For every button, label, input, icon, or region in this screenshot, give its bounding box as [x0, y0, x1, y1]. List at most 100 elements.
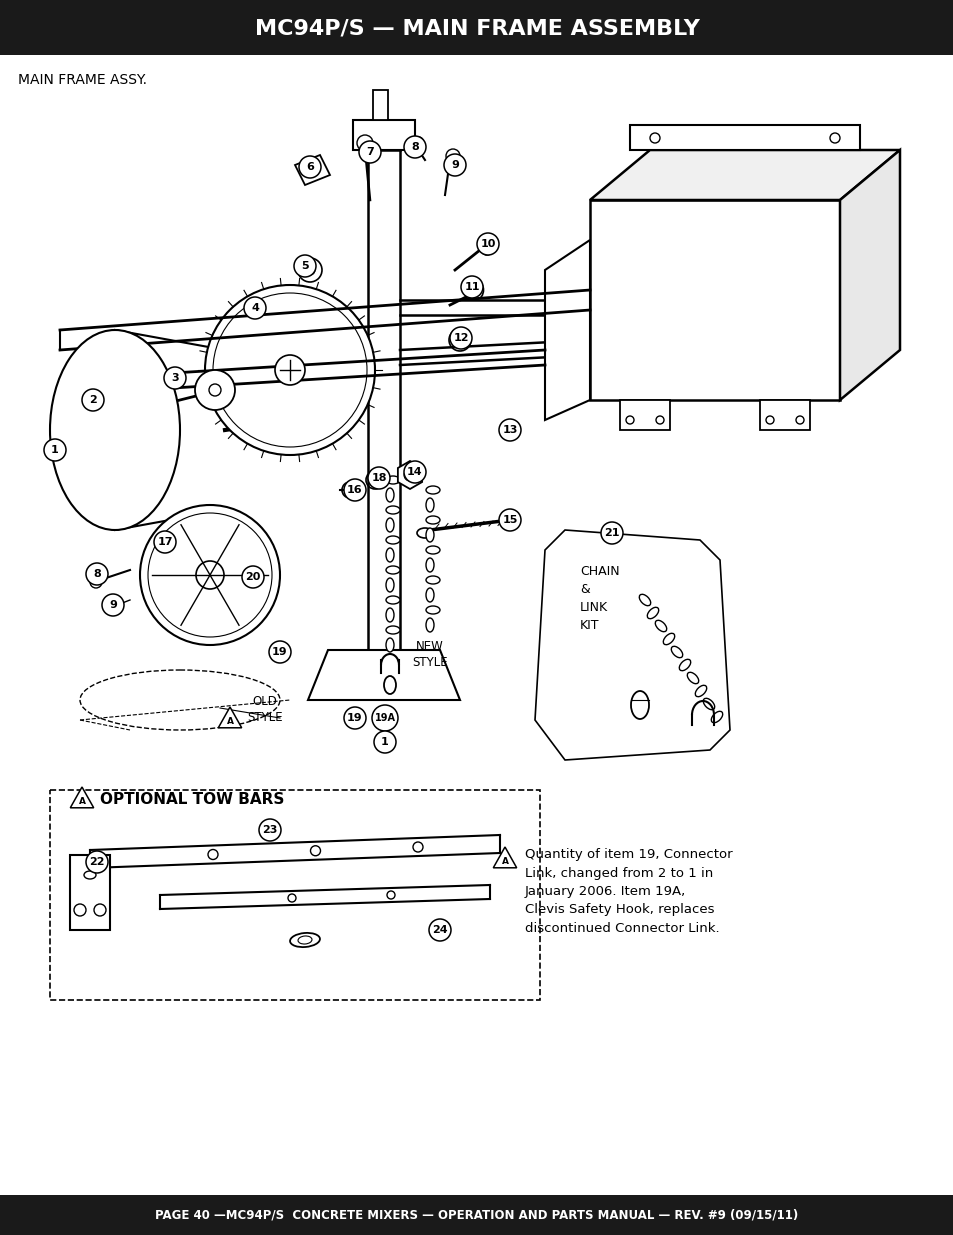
- Circle shape: [344, 479, 366, 501]
- Ellipse shape: [386, 506, 399, 514]
- Polygon shape: [629, 125, 859, 149]
- Circle shape: [446, 149, 459, 163]
- Ellipse shape: [695, 685, 706, 697]
- Text: 8: 8: [411, 142, 418, 152]
- Circle shape: [372, 705, 397, 731]
- Ellipse shape: [671, 646, 682, 658]
- Ellipse shape: [386, 578, 394, 592]
- Ellipse shape: [686, 672, 698, 684]
- Circle shape: [194, 370, 234, 410]
- Circle shape: [460, 275, 482, 298]
- Bar: [353, 120, 415, 149]
- Circle shape: [387, 890, 395, 899]
- Text: OLD
STYLE: OLD STYLE: [247, 695, 282, 724]
- Text: OPTIONAL TOW BARS: OPTIONAL TOW BARS: [100, 793, 284, 808]
- Text: 5: 5: [301, 261, 309, 270]
- Circle shape: [164, 367, 186, 389]
- Polygon shape: [535, 530, 729, 760]
- Text: 19: 19: [347, 713, 362, 722]
- Ellipse shape: [426, 558, 434, 572]
- Circle shape: [258, 819, 281, 841]
- Circle shape: [205, 285, 375, 454]
- Ellipse shape: [702, 698, 714, 710]
- Text: 19A: 19A: [375, 713, 395, 722]
- Circle shape: [476, 233, 498, 254]
- Ellipse shape: [426, 546, 439, 555]
- Text: 14: 14: [407, 467, 422, 477]
- Ellipse shape: [426, 516, 439, 524]
- Text: MAIN FRAME ASSY.: MAIN FRAME ASSY.: [18, 73, 147, 86]
- Text: 23: 23: [262, 825, 277, 835]
- Ellipse shape: [84, 871, 96, 879]
- Polygon shape: [840, 149, 899, 400]
- Text: 1: 1: [381, 737, 389, 747]
- Text: A: A: [78, 797, 86, 805]
- Ellipse shape: [386, 517, 394, 532]
- Polygon shape: [218, 706, 241, 727]
- Circle shape: [44, 438, 66, 461]
- Ellipse shape: [386, 536, 399, 543]
- Text: 24: 24: [432, 925, 447, 935]
- Ellipse shape: [386, 475, 399, 484]
- Circle shape: [148, 400, 162, 414]
- Ellipse shape: [386, 626, 399, 634]
- Text: A: A: [226, 716, 233, 726]
- Polygon shape: [308, 650, 459, 700]
- Text: 9: 9: [109, 600, 117, 610]
- Circle shape: [358, 141, 380, 163]
- Text: 8: 8: [93, 569, 101, 579]
- Bar: [373, 90, 388, 120]
- Ellipse shape: [386, 597, 399, 604]
- Ellipse shape: [426, 618, 434, 632]
- Ellipse shape: [297, 936, 312, 944]
- Text: NEW
STYLE: NEW STYLE: [412, 640, 447, 669]
- Ellipse shape: [662, 634, 674, 645]
- Ellipse shape: [386, 548, 394, 562]
- Text: 18: 18: [371, 473, 386, 483]
- Ellipse shape: [470, 282, 483, 299]
- Circle shape: [153, 531, 175, 553]
- Circle shape: [429, 919, 451, 941]
- Text: 6: 6: [306, 162, 314, 172]
- Circle shape: [403, 136, 426, 158]
- Ellipse shape: [80, 671, 280, 730]
- Circle shape: [456, 336, 463, 345]
- Circle shape: [86, 851, 108, 873]
- Text: A: A: [501, 857, 508, 866]
- Circle shape: [297, 258, 322, 282]
- Circle shape: [90, 576, 102, 588]
- Circle shape: [443, 154, 465, 177]
- Ellipse shape: [647, 608, 658, 619]
- Ellipse shape: [679, 659, 690, 671]
- Ellipse shape: [386, 638, 394, 652]
- Circle shape: [213, 293, 367, 447]
- Text: 13: 13: [502, 425, 517, 435]
- Ellipse shape: [386, 566, 399, 574]
- Text: 15: 15: [502, 515, 517, 525]
- Text: 11: 11: [464, 282, 479, 291]
- Circle shape: [366, 471, 384, 489]
- FancyBboxPatch shape: [50, 790, 539, 1000]
- Text: 20: 20: [245, 572, 260, 582]
- Bar: [0, 0, 953, 56]
- Circle shape: [356, 135, 373, 151]
- Circle shape: [625, 416, 634, 424]
- Ellipse shape: [630, 692, 648, 719]
- Text: PAGE 40 —MC94P/S  CONCRETE MIXERS — OPERATION AND PARTS MANUAL — REV. #9 (09/15/: PAGE 40 —MC94P/S CONCRETE MIXERS — OPERA…: [155, 1209, 798, 1221]
- Ellipse shape: [386, 488, 394, 501]
- Circle shape: [269, 641, 291, 663]
- Ellipse shape: [639, 594, 650, 605]
- Circle shape: [368, 467, 390, 489]
- Circle shape: [244, 296, 266, 319]
- Circle shape: [82, 389, 104, 411]
- Text: MC94P/S — MAIN FRAME ASSEMBLY: MC94P/S — MAIN FRAME ASSEMBLY: [254, 19, 699, 38]
- Circle shape: [195, 561, 224, 589]
- Circle shape: [208, 850, 218, 860]
- Ellipse shape: [290, 932, 319, 947]
- Ellipse shape: [426, 498, 434, 513]
- Circle shape: [600, 522, 622, 543]
- Text: 3: 3: [171, 373, 178, 383]
- Ellipse shape: [384, 676, 395, 694]
- Ellipse shape: [426, 487, 439, 494]
- Polygon shape: [397, 461, 421, 489]
